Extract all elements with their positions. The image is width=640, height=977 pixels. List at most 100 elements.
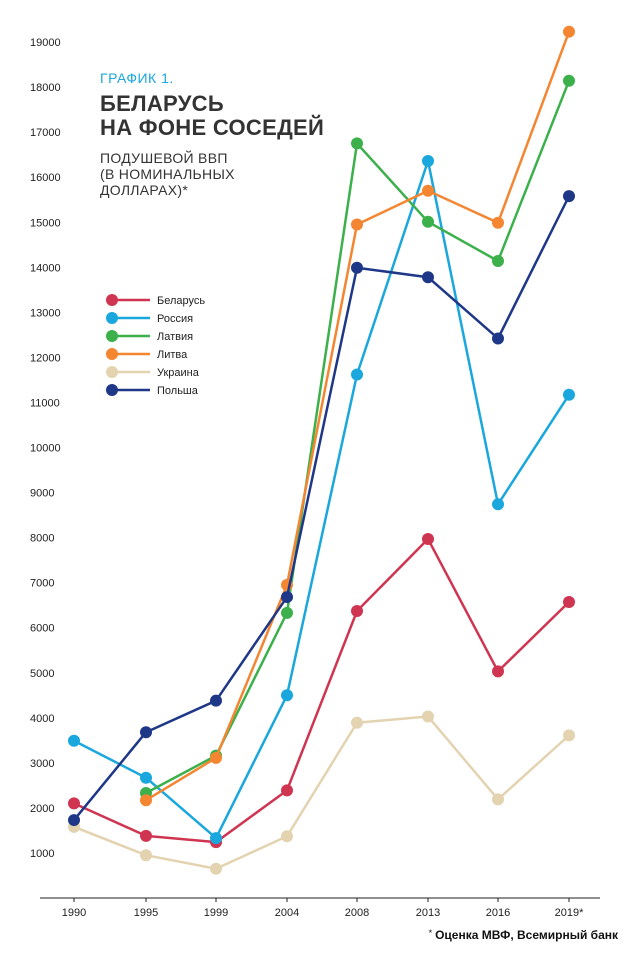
data-point-lithuania (563, 25, 575, 38)
data-point-russia (281, 689, 293, 702)
chart-label: ГРАФИК 1. (100, 70, 174, 86)
data-point-russia (210, 832, 222, 845)
data-point-poland (492, 332, 504, 345)
legend-label: Латвия (157, 331, 193, 343)
y-tick-label: 13000 (30, 307, 61, 319)
data-point-latvia (563, 74, 575, 87)
data-point-poland (281, 591, 293, 604)
legend-label: Литва (157, 349, 188, 361)
x-tick-label: 2016 (486, 907, 510, 919)
data-point-ukraine (140, 849, 152, 862)
data-point-lithuania (140, 794, 152, 807)
x-tick-label: 2019* (555, 907, 584, 919)
data-point-latvia (351, 137, 363, 150)
legend-swatch-marker (106, 384, 118, 396)
x-tick-label: 2004 (275, 907, 299, 919)
x-axis: 1990 1995 1999 2004 2008 2013 2016 2019* (40, 897, 600, 919)
series-ukraine (68, 710, 575, 875)
y-tick-label: 5000 (30, 668, 54, 680)
legend-label: Украина (157, 367, 200, 379)
x-tick-label: 2013 (416, 907, 440, 919)
data-point-russia (492, 498, 504, 511)
data-point-russia (422, 154, 434, 167)
chart-subtitle: ПОДУШЕВОЙ ВВП (В НОМИНАЛЬНЫХ ДОЛЛАРАХ)* (100, 150, 235, 198)
data-point-latvia (422, 215, 434, 228)
series-layer (68, 25, 575, 875)
data-point-poland (563, 190, 575, 203)
x-tick-label: 1995 (134, 907, 158, 919)
series-belarus (68, 532, 575, 849)
data-point-latvia (492, 254, 504, 267)
data-point-belarus (563, 596, 575, 609)
y-tick-label: 16000 (30, 172, 61, 184)
data-point-russia (140, 771, 152, 784)
data-point-ukraine (281, 830, 293, 843)
chart-title: БЕЛАРУСЬ НА ФОНЕ СОСЕДЕЙ (100, 91, 325, 140)
y-tick-label: 11000 (30, 397, 60, 409)
data-point-belarus (351, 605, 363, 618)
x-tick-label: 1999 (204, 907, 228, 919)
footnote-mark: * (428, 928, 433, 938)
data-point-belarus (68, 797, 80, 810)
legend-swatch-marker (106, 330, 118, 342)
y-tick-label: 9000 (30, 488, 54, 500)
y-tick-label: 7000 (30, 578, 54, 590)
data-point-lithuania (351, 218, 363, 231)
series-line-poland (73, 195, 571, 821)
data-point-russia (68, 734, 80, 747)
data-point-poland (210, 694, 222, 707)
data-point-poland (351, 261, 363, 274)
data-point-russia (351, 368, 363, 381)
y-tick-label: 1000 (30, 848, 54, 860)
legend-label: Россия (157, 313, 193, 325)
data-point-ukraine (210, 862, 222, 875)
x-tick-label: 2008 (345, 907, 369, 919)
data-point-poland (422, 271, 434, 284)
series-lithuania (140, 25, 575, 807)
y-tick-label: 8000 (30, 533, 54, 545)
y-tick-label: 10000 (30, 443, 61, 455)
data-point-ukraine (422, 710, 434, 723)
y-tick-label: 18000 (30, 82, 61, 94)
data-point-lithuania (492, 216, 504, 229)
data-point-belarus (281, 784, 293, 797)
data-point-poland (68, 814, 80, 827)
y-tick-label: 14000 (30, 262, 61, 274)
footnote-text: Оценка МВФ, Всемирный банк (435, 928, 618, 942)
series-line-belarus (73, 537, 570, 844)
data-point-ukraine (492, 793, 504, 806)
legend-swatch-marker (106, 366, 118, 378)
legend-swatch-marker (106, 348, 118, 360)
chart-title-block: ГРАФИК 1. БЕЛАРУСЬ НА ФОНЕ СОСЕДЕЙ ПОДУШ… (100, 70, 336, 198)
legend-label: Беларусь (157, 295, 205, 307)
legend-swatch-marker (106, 294, 118, 306)
legend-label: Польша (157, 385, 199, 397)
data-point-ukraine (351, 716, 363, 729)
data-point-russia (563, 388, 575, 401)
data-point-belarus (422, 532, 434, 545)
legend: Беларусь Россия Латвия Литва Украина Польша (98, 286, 244, 406)
y-tick-label: 19000 (30, 37, 61, 49)
series-line-ukraine (73, 715, 570, 870)
y-tick-label: 3000 (30, 758, 54, 770)
data-point-lithuania (422, 184, 434, 197)
x-tick-label: 1990 (62, 907, 86, 919)
y-tick-label: 15000 (30, 217, 61, 229)
data-point-ukraine (563, 729, 575, 742)
source-footnote: * Оценка МВФ, Всемирный банк (429, 928, 618, 942)
data-point-latvia (281, 606, 293, 619)
y-tick-label: 4000 (30, 713, 54, 725)
series-poland (68, 190, 575, 827)
data-point-poland (140, 726, 152, 739)
y-axis: 1000 2000 3000 4000 5000 6000 7000 8000 9000 1000… (30, 37, 61, 860)
legend-swatch-marker (106, 312, 118, 324)
y-tick-label: 12000 (30, 352, 61, 364)
data-point-belarus (492, 665, 504, 678)
data-point-lithuania (210, 751, 222, 764)
y-tick-label: 17000 (30, 127, 61, 139)
y-tick-label: 2000 (30, 803, 54, 815)
legend-background (98, 286, 244, 406)
data-point-belarus (140, 829, 152, 842)
y-tick-label: 6000 (30, 623, 54, 635)
